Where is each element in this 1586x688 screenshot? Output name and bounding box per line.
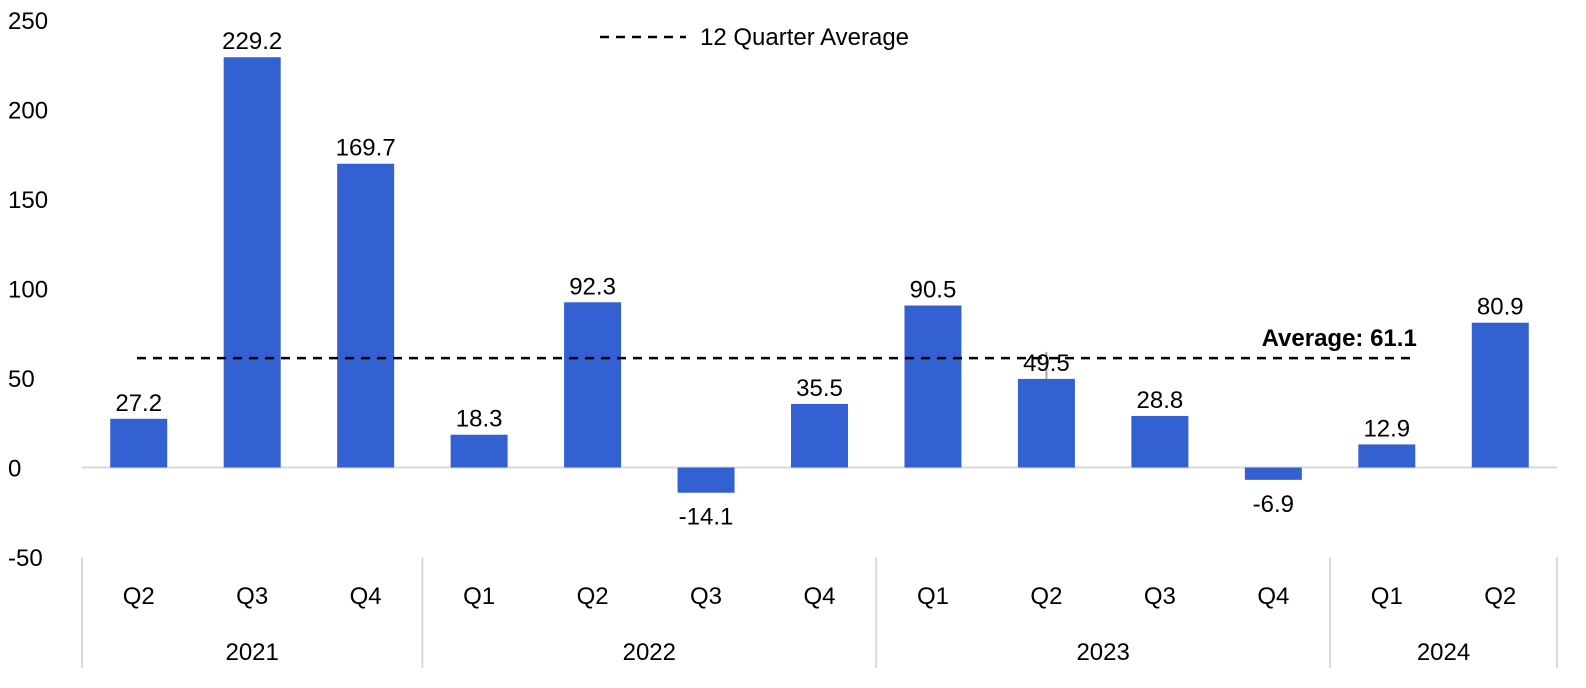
data-label: 80.9 xyxy=(1477,294,1524,321)
x-axis-category-labels: Q2 Q3 Q4 Q1 Q2 Q3 Q4 Q1 Q2 Q3 Q4 Q1 Q2 2021 2022 2023 20… xyxy=(81,557,1558,668)
x-group-label: 2021 xyxy=(225,639,278,666)
y-tick-label: 250 xyxy=(8,8,48,35)
data-label: -6.9 xyxy=(1253,491,1294,518)
data-label: -14.1 xyxy=(679,504,734,531)
legend: 12 Quarter Average xyxy=(600,24,909,51)
x-group-label: 2024 xyxy=(1417,639,1470,666)
legend-label: 12 Quarter Average xyxy=(700,24,909,51)
bar xyxy=(337,163,395,468)
x-tick-label: Q1 xyxy=(463,583,495,610)
bar xyxy=(223,57,281,468)
x-tick-label: Q1 xyxy=(1371,583,1403,610)
data-label: 49.5 xyxy=(1023,350,1070,377)
data-label: 92.3 xyxy=(569,273,616,300)
bar xyxy=(791,403,848,468)
y-tick-label: 0 xyxy=(8,456,21,483)
bar xyxy=(1358,444,1416,468)
y-tick-label: 200 xyxy=(8,98,48,125)
x-group-label: 2023 xyxy=(1076,639,1129,666)
data-label: 18.3 xyxy=(456,406,503,433)
x-tick-label: Q2 xyxy=(1484,583,1516,610)
bar xyxy=(564,302,622,468)
y-tick-label: 50 xyxy=(8,366,35,393)
y-axis-tick-labels: -50 0 50 100 150 200 250 xyxy=(8,8,48,572)
y-tick-label: 100 xyxy=(8,277,48,304)
x-tick-label: Q2 xyxy=(123,583,155,610)
data-label: 27.2 xyxy=(115,390,162,417)
y-tick-label: -50 xyxy=(8,545,43,572)
average-line-group: Average: 61.1 xyxy=(137,325,1417,379)
x-tick-label: Q4 xyxy=(803,583,835,610)
bar xyxy=(1244,467,1302,480)
average-label: Average: 61.1 xyxy=(1262,325,1417,352)
x-tick-label: Q2 xyxy=(577,583,609,610)
x-tick-label: Q1 xyxy=(917,583,949,610)
bar xyxy=(904,305,962,468)
bar xyxy=(1471,322,1529,468)
x-tick-label: Q2 xyxy=(1030,583,1062,610)
bar xyxy=(110,418,168,468)
bar xyxy=(1017,378,1075,468)
data-labels: 27.2 229.2 169.7 18.3 92.3 -14.1 35.5 90.5 49.5 2… xyxy=(115,28,1523,531)
x-tick-label: Q4 xyxy=(1257,583,1289,610)
data-label: 28.8 xyxy=(1137,387,1184,414)
y-tick-label: 150 xyxy=(8,187,48,214)
data-label: 90.5 xyxy=(910,277,957,304)
bar xyxy=(1131,415,1189,468)
bars xyxy=(110,57,1529,493)
x-tick-label: Q4 xyxy=(350,583,382,610)
x-tick-label: Q3 xyxy=(690,583,722,610)
data-label: 35.5 xyxy=(796,375,843,402)
data-label: 229.2 xyxy=(222,28,282,55)
bar xyxy=(677,467,735,493)
x-tick-label: Q3 xyxy=(236,583,268,610)
data-label: 169.7 xyxy=(336,135,396,162)
data-label: 12.9 xyxy=(1363,415,1410,442)
x-tick-label: Q3 xyxy=(1144,583,1176,610)
bar xyxy=(450,434,508,468)
x-group-label: 2022 xyxy=(623,639,676,666)
